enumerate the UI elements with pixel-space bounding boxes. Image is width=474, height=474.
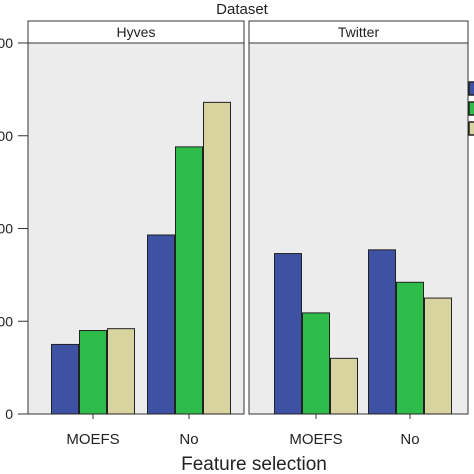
x-tick-label: MOEFS xyxy=(66,431,119,448)
panel-strip-label: Twitter xyxy=(338,24,380,40)
chart-title: Dataset xyxy=(216,1,269,18)
bar xyxy=(368,249,396,415)
bar xyxy=(107,328,135,415)
bar xyxy=(424,297,452,415)
y-tick-label: 2000 xyxy=(0,221,13,237)
bar xyxy=(51,343,79,415)
x-tick-label: MOEFS xyxy=(289,431,342,448)
y-tick-label: 3000 xyxy=(0,128,13,144)
x-tick-label: No xyxy=(400,431,419,448)
panel-twitter: Twitter MOEFS No xyxy=(248,20,469,448)
panel-hyves: Hyves MOEFS No xyxy=(27,20,245,448)
bar xyxy=(203,101,231,415)
x-axis-label: Feature selection xyxy=(181,454,327,474)
bar xyxy=(79,330,107,415)
bar xyxy=(147,234,175,415)
bar xyxy=(396,281,424,415)
panel-strip-label: Hyves xyxy=(117,24,156,40)
bar xyxy=(274,253,302,415)
y-tick-label: 0 xyxy=(5,406,13,422)
legend-key xyxy=(468,121,474,136)
bar xyxy=(330,357,358,415)
y-tick-label: 1000 xyxy=(0,313,13,329)
legend-key xyxy=(468,101,474,116)
bar xyxy=(302,312,330,415)
y-tick-label: 4000 xyxy=(0,35,13,51)
x-tick-label: No xyxy=(179,431,198,448)
bar xyxy=(175,146,203,415)
legend-key xyxy=(468,81,474,96)
